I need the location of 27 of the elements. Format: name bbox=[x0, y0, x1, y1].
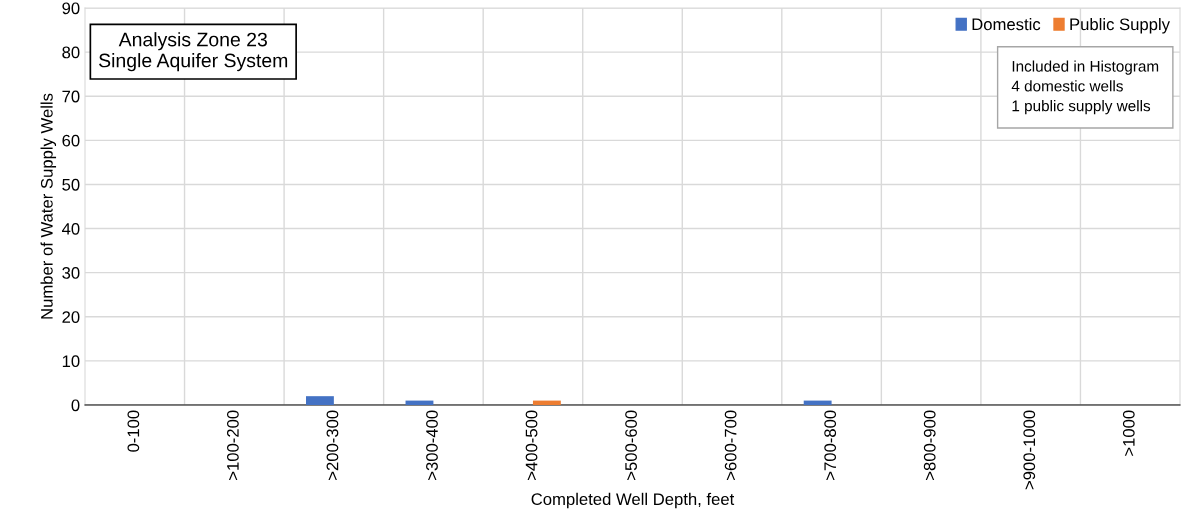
y-tick-label: 40 bbox=[61, 222, 80, 235]
y-tick-label: 60 bbox=[62, 134, 80, 147]
y-tick-label: 10 bbox=[62, 355, 80, 368]
legend-label: Domestic bbox=[972, 18, 1041, 31]
y-tick-label: 0 bbox=[71, 399, 80, 412]
x-tick-label: >900-1000 bbox=[1023, 410, 1036, 490]
annotation: Analysis Zone 23 Single Aquifer System bbox=[99, 32, 288, 72]
y-tick-label: 20 bbox=[62, 311, 80, 323]
x-tick-label: 0-100 bbox=[127, 410, 140, 452]
x-tick-label: >600-700 bbox=[724, 410, 737, 480]
x-tick-label: >400-500 bbox=[525, 410, 538, 480]
x-tick-label: >700-800 bbox=[824, 410, 837, 480]
x-tick-label: >200-300 bbox=[326, 410, 339, 480]
x-tick-label: >1000 bbox=[1122, 410, 1135, 456]
y-tick-label: 70 bbox=[62, 90, 80, 103]
x-tick-label: >300-400 bbox=[426, 410, 438, 480]
y-tick-label: 50 bbox=[62, 178, 80, 191]
y-tick-label: 30 bbox=[62, 267, 80, 279]
y-tick-label: 90 bbox=[62, 2, 80, 15]
x-axis-title: Completed Well Depth, feet bbox=[531, 492, 735, 509]
legend-label: Public Supply bbox=[1070, 18, 1170, 34]
y-tick-label: 80 bbox=[62, 46, 80, 59]
y-axis-title: Number of Water Supply Wells bbox=[40, 93, 57, 319]
x-tick-label: >100-200 bbox=[226, 410, 239, 480]
x-tick-label: >800-900 bbox=[923, 410, 936, 480]
annotation: Included in Histogram 4 domestic wells 1 public supply wells bbox=[1011, 60, 1159, 115]
x-tick-label: >500-600 bbox=[625, 410, 637, 480]
